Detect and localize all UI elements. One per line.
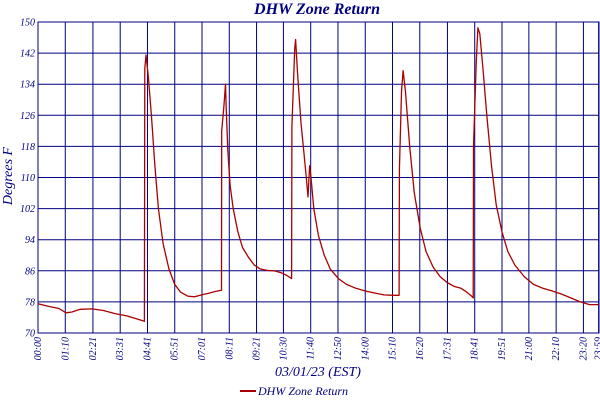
y-tick-label: 118 [21,142,35,153]
series-line-0 [37,27,599,322]
x-tick-label: 21:00 [524,337,535,360]
x-tick-label: 23:20 [578,337,589,360]
y-tick-label: 134 [20,80,35,91]
x-tick-label: 01:10 [60,337,71,360]
y-tick-label: 70 [25,329,35,340]
plot-area: 70 78 86 94 102 110 118 126 134 142 150 00:00 01:10… [20,18,600,361]
x-tick-label: 18:41 [470,337,481,360]
y-tick-label: 86 [25,266,35,277]
x-tick-label: 07:01 [197,337,208,360]
x-tick-labels: 00:00 01:10 02:21 03:31 04:41 05:51 07:01 08:11… [33,337,600,360]
series-layer [37,27,599,322]
x-axis-title: 03/01/23 (EST) [275,365,361,380]
x-tick-label: 04:41 [142,337,153,360]
y-axis-title: Degrees F [1,146,16,206]
y-tick-label: 102 [20,204,35,215]
chart-title: DHW Zone Return [253,1,380,18]
x-tick-label: 09:21 [252,337,263,360]
x-tick-label: 23:59 [594,337,600,360]
x-tick-label: 15:10 [388,337,399,360]
y-tick-label: 126 [20,111,35,122]
x-tick-label: 22:10 [551,337,562,360]
x-tick-label: 03:31 [115,337,126,360]
y-tick-label: 142 [20,49,35,60]
x-tick-label: 02:21 [88,337,99,360]
x-tick-label: 11:40 [306,337,317,360]
legend-label: DHW Zone Return [257,384,348,398]
y-tick-label: 78 [25,297,35,308]
x-tick-label: 08:11 [224,337,235,360]
legend: DHW Zone Return [240,384,348,398]
y-tick-label: 150 [20,18,35,29]
x-tick-label: 05:51 [170,337,181,360]
x-tick-label: 19:51 [497,337,508,360]
y-tick-label: 94 [25,235,35,246]
x-tick-label: 10:30 [278,337,289,360]
x-tick-label: 00:00 [33,337,44,360]
x-tick-label: 14:00 [360,337,371,360]
x-tick-label: 16:20 [415,337,426,360]
y-tick-label: 110 [21,173,35,184]
x-tick-label: 17:31 [442,337,453,360]
y-tick-labels: 70 78 86 94 102 110 118 126 134 142 150 [20,18,35,340]
x-tick-label: 12:50 [333,337,344,360]
